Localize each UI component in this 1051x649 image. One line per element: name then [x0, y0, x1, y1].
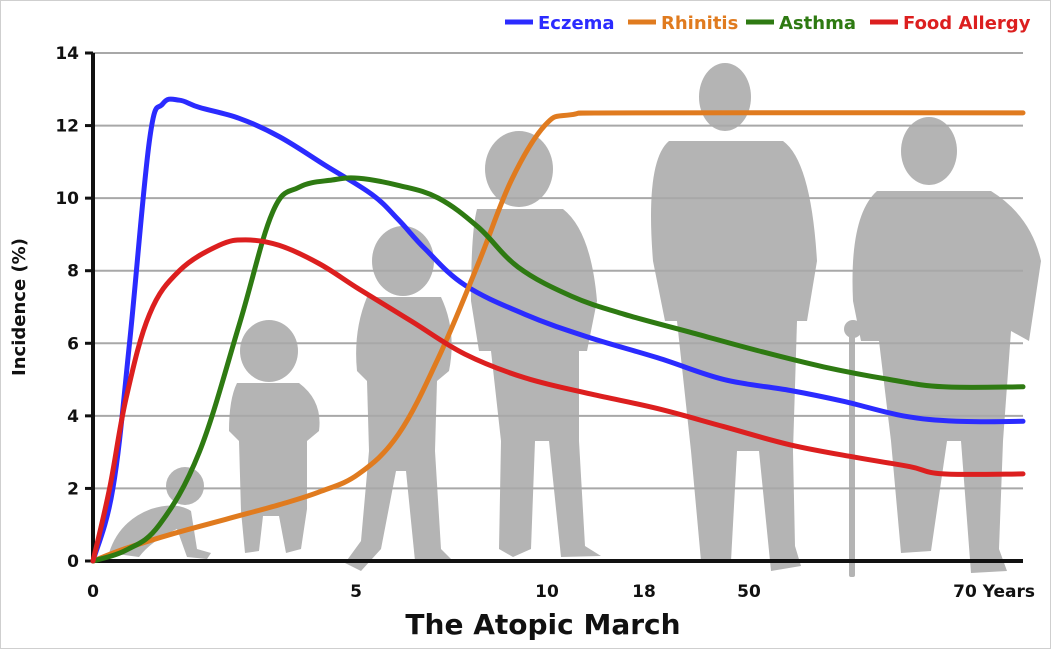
y-axis-title: Incidence (%)	[9, 238, 30, 376]
legend-label-food-allergy: Food Allergy	[903, 13, 1031, 34]
toddler-silhouette	[229, 320, 320, 553]
x-tick-labels: 0 5 10 18 50 70 Years	[87, 582, 1035, 602]
legend-label-eczema: Eczema	[538, 13, 615, 34]
legend: Eczema Rhinitis Asthma Food Allergy	[505, 13, 1031, 34]
child-silhouette	[345, 226, 452, 571]
series-lines	[90, 96, 1026, 564]
x-tick-label-5: 5	[350, 582, 362, 602]
legend-item-food-allergy: Food Allergy	[870, 13, 1031, 34]
series-line-rhinitis	[90, 110, 1026, 564]
legend-label-asthma: Asthma	[779, 13, 856, 34]
y-tick-label-10: 10	[55, 189, 79, 209]
legend-item-rhinitis: Rhinitis	[628, 13, 738, 34]
infant-silhouette	[109, 467, 211, 559]
x-tick-label-70-years: 70 Years	[953, 582, 1035, 602]
series-line-asthma	[90, 175, 1026, 564]
adult-silhouette	[651, 63, 817, 571]
series-line-eczema	[90, 96, 1026, 564]
age-silhouettes-illustration	[109, 63, 1041, 577]
y-tick-label-14: 14	[55, 44, 79, 64]
senior-silhouette	[844, 117, 1041, 577]
x-tick-label-18: 18	[632, 582, 656, 602]
y-tick-label-8: 8	[67, 262, 79, 282]
y-tick-labels: 0 2 4 6 8 10 12 14	[55, 44, 79, 572]
y-tick-label-2: 2	[67, 479, 79, 499]
x-tick-label-10: 10	[535, 582, 559, 602]
x-tick-label-0: 0	[87, 582, 99, 602]
chart-title: The Atopic March	[405, 608, 680, 641]
y-tick-label-6: 6	[67, 334, 79, 354]
legend-item-asthma: Asthma	[746, 13, 856, 34]
y-tick-label-12: 12	[55, 117, 79, 137]
gridlines	[93, 52, 1023, 490]
x-tick-label-50: 50	[737, 582, 761, 602]
y-tick-label-4: 4	[67, 407, 79, 427]
y-tick-label-0: 0	[67, 552, 79, 572]
series-line-food-allergy	[90, 237, 1026, 564]
legend-item-eczema: Eczema	[505, 13, 615, 34]
legend-label-rhinitis: Rhinitis	[661, 13, 738, 34]
